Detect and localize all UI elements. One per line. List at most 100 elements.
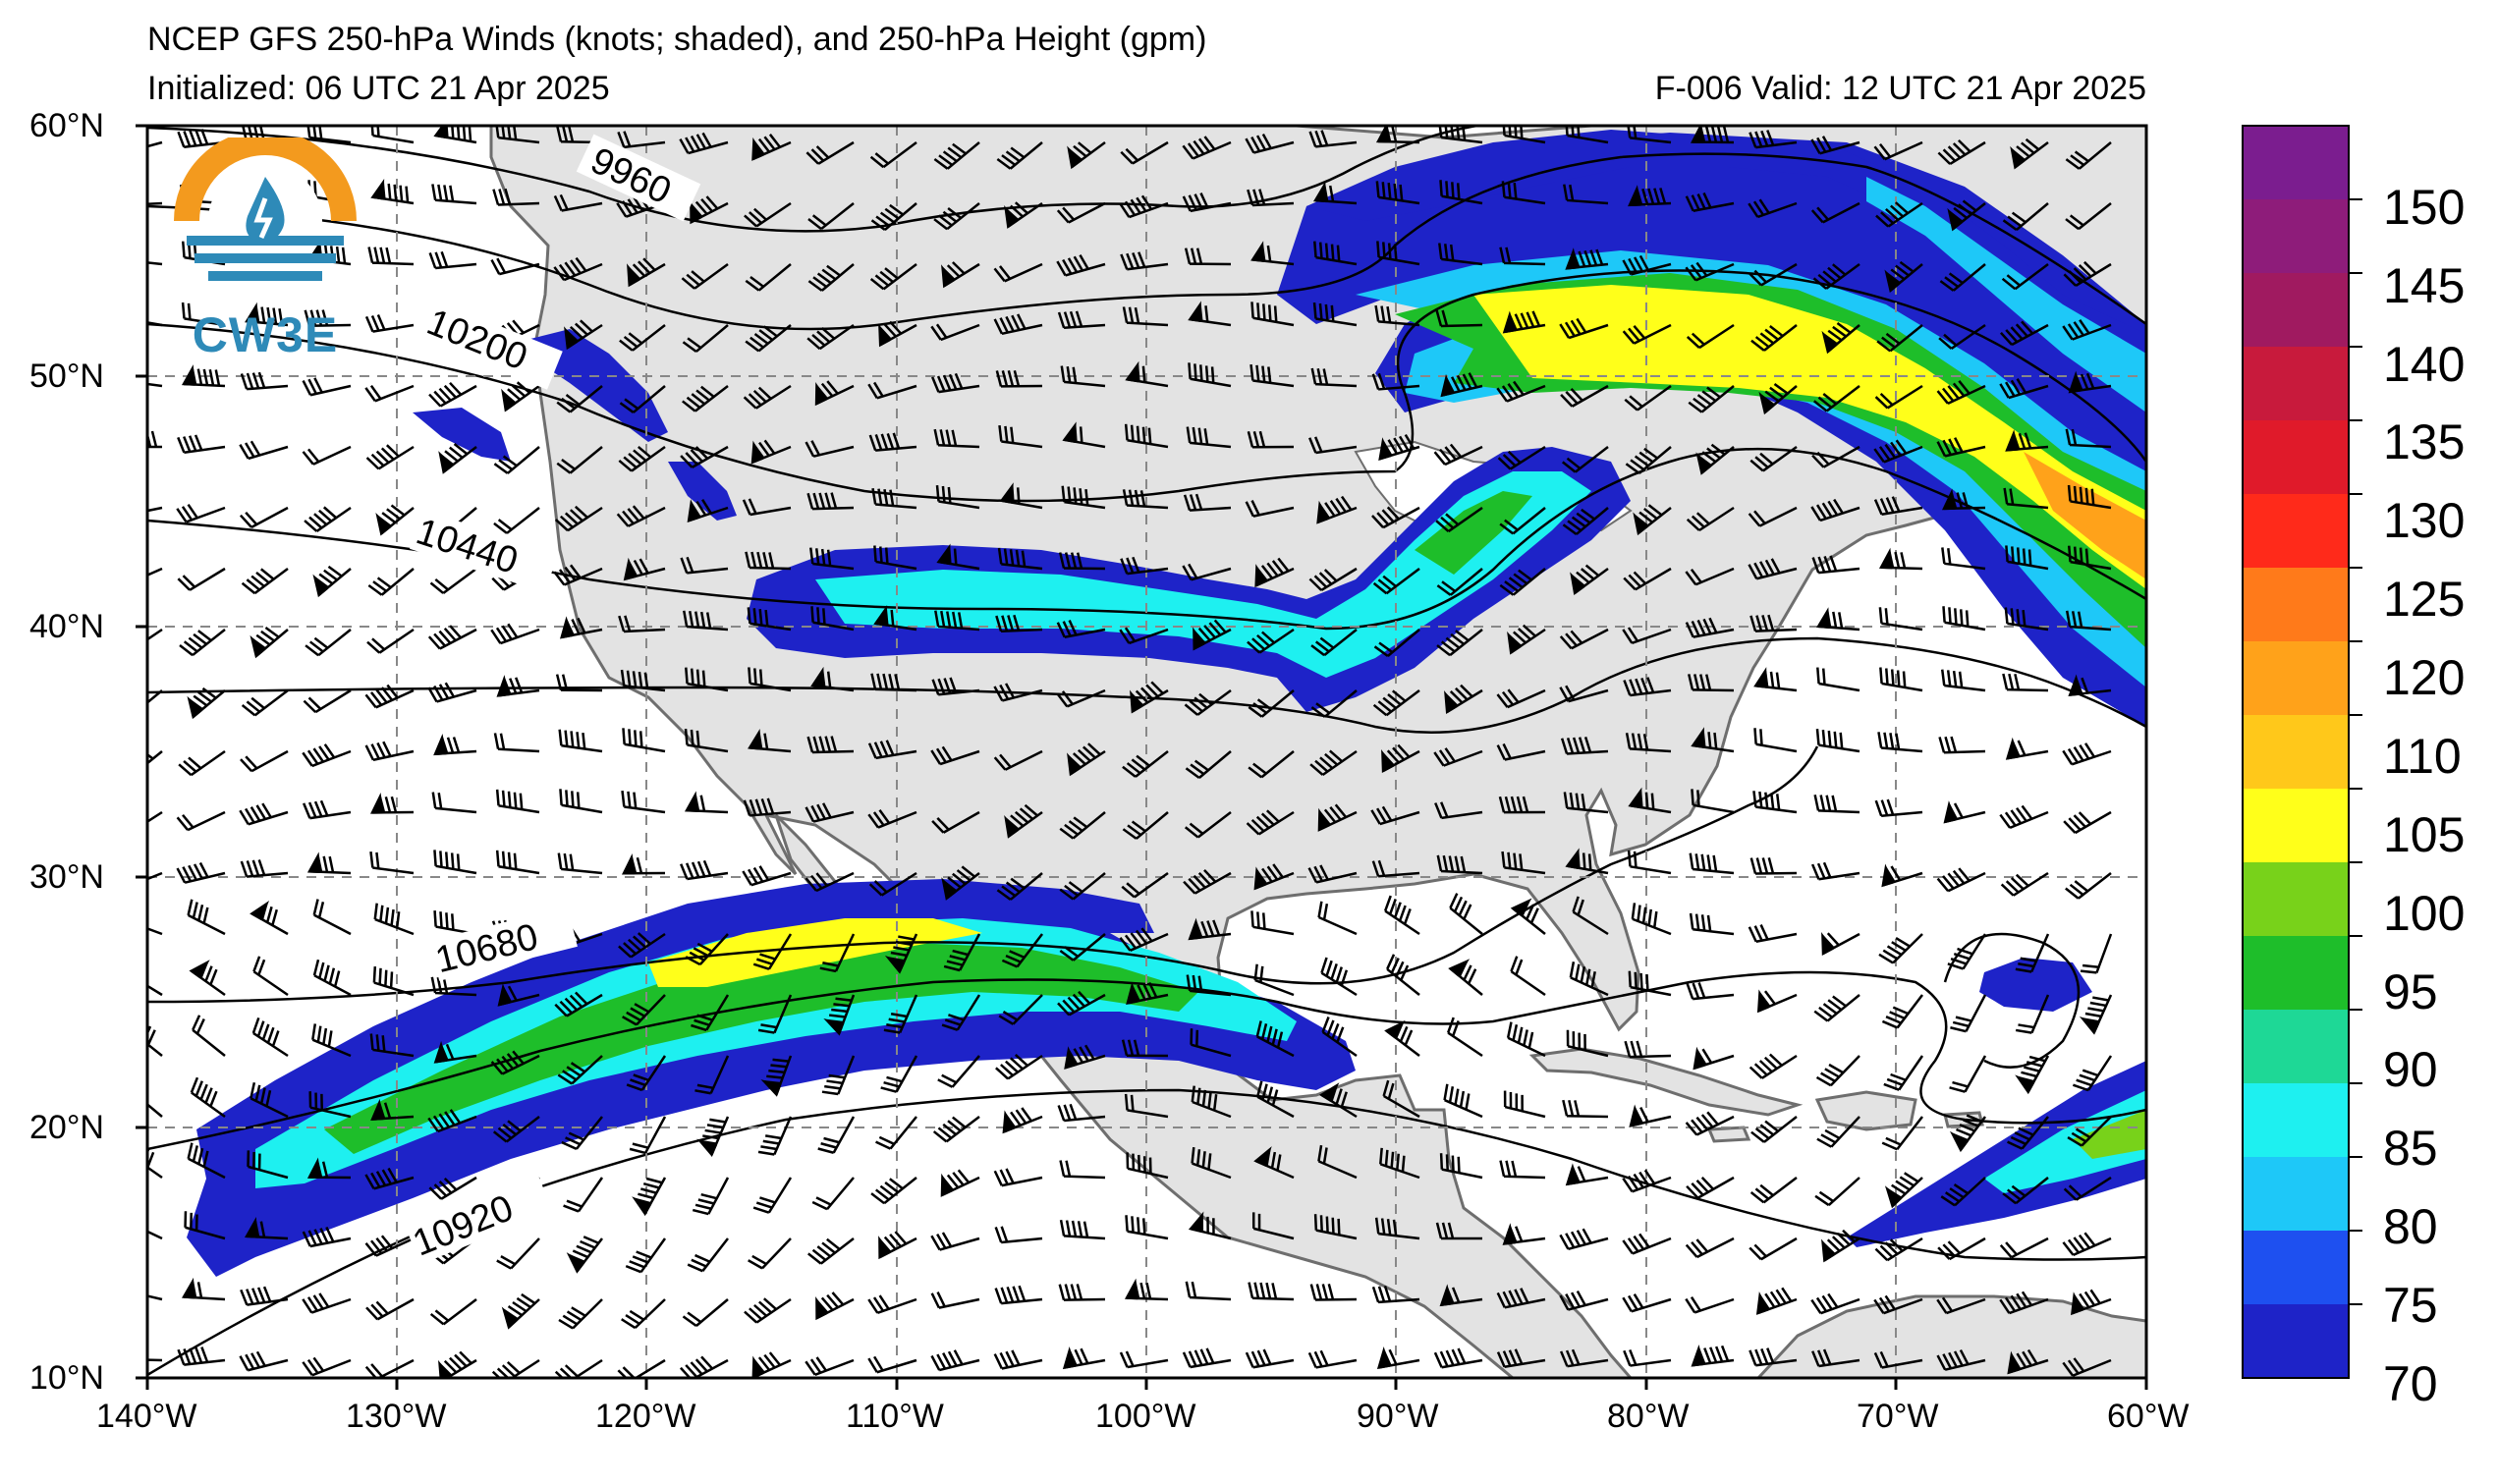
- wind-barb: [941, 865, 980, 901]
- wind-barb: [1384, 1019, 1420, 1057]
- wind-barb: [1310, 629, 1358, 657]
- wind-barb: [302, 445, 352, 466]
- wind-barb: [496, 675, 540, 697]
- wind-barb: [1251, 1212, 1295, 1240]
- wind-barb: [1811, 445, 1860, 468]
- wind-barb: [1496, 742, 1546, 761]
- wind-barb: [556, 385, 603, 413]
- wind-barb: [1999, 1291, 2049, 1315]
- wind-barb: [682, 385, 729, 412]
- wind-barb: [810, 606, 855, 632]
- wind-barb: [1685, 617, 1735, 638]
- wind-barb: [880, 1055, 918, 1093]
- wind-barb: [239, 1350, 289, 1372]
- wind-barb: [1056, 620, 1106, 638]
- wind-barb: [1501, 181, 1546, 205]
- wind-barb: [1379, 1147, 1420, 1180]
- wind-barb: [1246, 809, 1295, 836]
- wind-barb: [308, 1091, 352, 1119]
- lat-label-30n: 30°N: [29, 858, 104, 896]
- wind-barb: [1810, 861, 1860, 881]
- wind-barb: [2007, 1348, 2049, 1375]
- wind-barb: [2062, 1232, 2112, 1257]
- wind-barb: [1308, 567, 1358, 592]
- wind-barb: [2002, 673, 2049, 692]
- valid-time: F-006 Valid: 12 UTC 21 Apr 2025: [1654, 70, 2146, 107]
- wind-barb: [1821, 1229, 1860, 1263]
- wind-barb: [1999, 804, 2049, 830]
- jet-streak-northeast-120kt: [2024, 452, 2146, 579]
- wind-barb: [742, 865, 792, 887]
- wind-barb: [1938, 323, 1986, 351]
- wind-barb: [994, 1226, 1043, 1244]
- wind-barb: [240, 859, 289, 878]
- wind-barb: [1689, 852, 1735, 875]
- wind-barb: [623, 557, 666, 581]
- wind-barb: [1183, 493, 1232, 512]
- wind-barb: [821, 1055, 856, 1096]
- wind-barb: [1126, 981, 1169, 1006]
- wind-barb: [493, 446, 540, 474]
- wind-barb: [809, 547, 855, 571]
- wind-barb: [1622, 323, 1672, 345]
- wind-barb: [682, 1298, 729, 1328]
- wind-barb: [993, 749, 1043, 771]
- wind-barb: [687, 499, 729, 523]
- wind-barb: [1749, 1053, 1798, 1079]
- wind-barb: [1749, 262, 1798, 287]
- wind-barb: [372, 966, 415, 997]
- wind-barb: [1622, 1293, 1672, 1313]
- wind-barb: [492, 188, 540, 206]
- wind-barb: [1813, 994, 1860, 1022]
- wind-barb: [1690, 126, 1735, 144]
- wind-barb: [867, 1355, 917, 1374]
- wind-barb: [312, 899, 352, 936]
- jet-streak-central-us-85kt: [815, 471, 1591, 678]
- wind-barb: [369, 852, 415, 875]
- wind-barb: [490, 1050, 540, 1075]
- lon-label-120w: 120°W: [595, 1398, 696, 1435]
- wind-barb: [1062, 1347, 1106, 1370]
- wind-barb: [553, 193, 603, 212]
- wind-barb: [187, 687, 226, 720]
- wind-barb: [1812, 262, 1860, 290]
- wind-barb: [1182, 1347, 1232, 1369]
- wind-barb: [930, 1349, 980, 1372]
- wind-barb: [2000, 320, 2049, 347]
- wind-barb: [1685, 567, 1735, 586]
- wind-barb: [554, 991, 603, 1017]
- wind-barb: [684, 791, 729, 814]
- wind-barb: [2015, 994, 2050, 1034]
- wind-barb: [618, 445, 666, 472]
- wind-barb: [427, 625, 477, 650]
- wind-barb: [1685, 1237, 1735, 1259]
- wind-barb: [177, 1347, 226, 1366]
- wind-barb: [147, 201, 163, 207]
- wind-barb: [1685, 261, 1735, 282]
- wind-barb: [178, 749, 226, 777]
- wind-barb: [1623, 567, 1672, 591]
- wind-barb: [1691, 727, 1735, 753]
- wind-barb: [493, 733, 540, 753]
- wind-barb: [2002, 202, 2049, 232]
- wind-barb: [1122, 306, 1169, 327]
- wind-barb: [748, 728, 792, 753]
- wind-barb: [1182, 563, 1232, 581]
- wind-barb: [875, 1116, 917, 1150]
- wind-barb: [1119, 927, 1169, 952]
- wind-barb: [373, 903, 415, 936]
- wind-barb: [618, 615, 666, 633]
- wind-barb: [302, 799, 352, 820]
- wind-barb: [626, 1055, 667, 1092]
- wind-barb: [748, 667, 792, 692]
- wind-barb: [807, 263, 855, 292]
- wind-barb: [1628, 787, 1672, 814]
- wind-barb: [2071, 1289, 2112, 1316]
- wind-barb: [1060, 365, 1106, 388]
- wind-barb: [244, 1217, 289, 1240]
- jet-streak-upper-arc-inner: [1866, 177, 2146, 412]
- wind-barb: [1309, 749, 1358, 777]
- wind-barb: [1559, 317, 1609, 340]
- wind-barb: [1693, 1046, 1735, 1071]
